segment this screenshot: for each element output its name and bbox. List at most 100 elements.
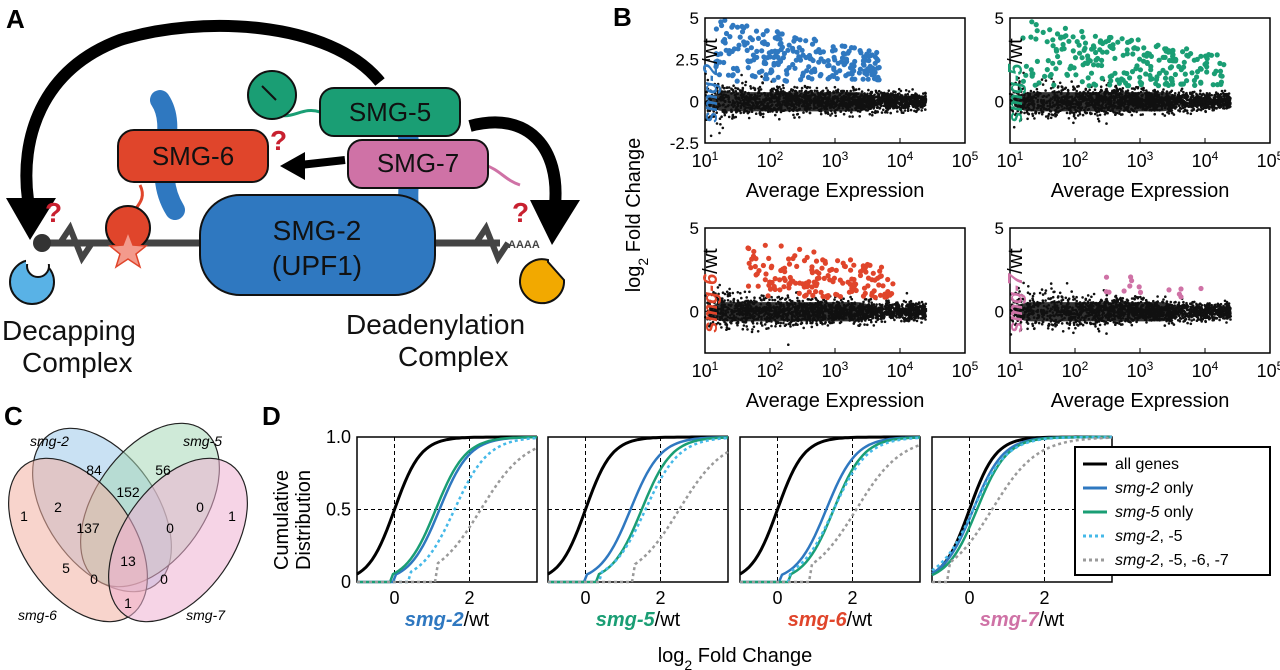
scatter-point-significant	[1092, 33, 1098, 39]
scatter-point	[1189, 103, 1193, 107]
scatter-point	[834, 111, 837, 114]
scatter-point-significant	[1172, 71, 1178, 78]
scatter-point	[800, 86, 804, 90]
smg2-label: SMG-2	[273, 215, 362, 246]
scatter-point-significant	[1191, 57, 1197, 63]
scatter-point	[1029, 89, 1033, 93]
scatter-point-significant	[1138, 82, 1144, 88]
scatter-point	[1161, 112, 1164, 116]
scatter-point	[1200, 105, 1203, 108]
scatter-point	[726, 299, 730, 302]
scatter-point	[1206, 93, 1209, 96]
scatter-point	[1012, 125, 1016, 129]
scatter-point	[892, 98, 895, 101]
scatter-point	[904, 89, 908, 92]
scatter-point-significant	[1127, 39, 1133, 45]
deadenylation-complex-icon	[519, 258, 566, 305]
scatter-point	[749, 85, 752, 88]
scatter-point	[741, 81, 744, 85]
scatter-point-significant	[1160, 67, 1166, 73]
scatter-point	[868, 112, 872, 116]
scatter-point	[1181, 99, 1185, 102]
scatter-point	[747, 116, 751, 120]
scatter-point	[1119, 89, 1123, 93]
scatter-point	[1179, 102, 1183, 105]
scatter-point	[1057, 85, 1060, 88]
scatter-point-significant	[1184, 46, 1190, 52]
scatter-point	[779, 88, 783, 91]
scatter-point	[742, 324, 746, 327]
scatter-point	[894, 93, 897, 97]
scatter-point	[731, 115, 735, 119]
scatter-point-significant	[1036, 80, 1042, 86]
scatter-point	[1210, 99, 1213, 103]
scatter-point-significant	[872, 60, 878, 66]
scatter-point-significant	[860, 76, 866, 82]
scatter-xtick-label: 102	[1062, 149, 1089, 171]
scatter-point	[734, 86, 737, 90]
scatter-point-significant	[840, 50, 847, 57]
arrowhead-deadenylation	[530, 200, 580, 245]
scatter-point-significant	[818, 56, 824, 62]
scatter-point-significant	[842, 43, 848, 50]
scatter-point	[1132, 87, 1135, 90]
scatter-point-significant	[871, 70, 878, 76]
scatter-point	[904, 98, 907, 102]
scatter-point	[1177, 93, 1181, 97]
scatter-point	[732, 84, 735, 87]
scatter-point-significant	[1082, 45, 1088, 51]
scatter-point-significant	[1054, 31, 1061, 37]
scatter-point	[798, 116, 801, 119]
scatter-point-significant	[723, 30, 730, 37]
scatter-point-significant	[759, 48, 765, 54]
scatter-point-significant	[852, 76, 858, 82]
scatter-point	[885, 92, 888, 95]
smg5-domain-mark	[261, 85, 277, 101]
scatter-ylabel: smg-2/wt	[700, 38, 722, 123]
scatter-point-significant	[1099, 75, 1105, 81]
scatter-point	[808, 111, 812, 115]
scatter-point-significant	[1093, 57, 1099, 63]
scatter-point	[908, 97, 911, 101]
scatter-point	[1067, 117, 1071, 120]
smg7-label: SMG-7	[377, 148, 459, 178]
scatter-point	[1096, 117, 1100, 121]
scatter-point	[920, 109, 923, 112]
scatter-point-significant	[1120, 52, 1126, 58]
scatter-point	[924, 302, 928, 306]
scatter-point-significant	[1062, 25, 1068, 31]
scatter-point	[888, 99, 891, 103]
scatter-point	[922, 100, 926, 103]
scatter-point	[924, 92, 927, 95]
scatter-point-significant	[803, 38, 809, 44]
scatter-point-significant	[1073, 72, 1079, 78]
scatter-point	[1180, 87, 1184, 91]
scatter-point	[896, 92, 900, 96]
scatter-point	[920, 300, 924, 304]
scatter-point-significant	[1057, 60, 1063, 66]
scatter-point	[1223, 89, 1227, 93]
scatter-point-significant	[729, 24, 735, 30]
arrow-to-decapping	[20, 20, 385, 201]
scatter-point	[887, 89, 891, 92]
scatter-point	[1044, 89, 1047, 92]
scatter-density-band	[708, 92, 874, 112]
scatter-point	[1186, 111, 1189, 115]
scatter-point-significant	[1204, 64, 1210, 70]
scatter-point-significant	[1141, 58, 1147, 64]
scatter-point	[892, 90, 896, 93]
scatter-point	[877, 89, 881, 93]
scatter-xtick-label: 104	[1192, 149, 1219, 171]
scatter-point	[849, 89, 852, 93]
scatter-point	[851, 85, 855, 89]
scatter-point-significant	[866, 48, 872, 54]
scatter-point	[1199, 89, 1202, 92]
scatter-point	[871, 94, 875, 98]
scatter-point-significant	[1108, 78, 1114, 84]
scatter-point	[883, 102, 887, 106]
scatter-point-significant	[825, 58, 831, 64]
scatter-point	[1064, 86, 1068, 90]
smg5-label: SMG-5	[349, 97, 431, 127]
scatter-point-significant	[1086, 83, 1092, 89]
scatter-point	[1195, 98, 1199, 102]
